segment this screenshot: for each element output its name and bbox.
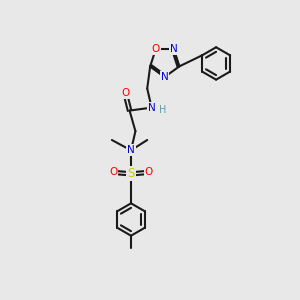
- Text: N: N: [170, 44, 178, 54]
- Text: O: O: [109, 167, 118, 177]
- Text: N: N: [148, 103, 155, 112]
- Text: O: O: [152, 44, 160, 54]
- Text: O: O: [121, 88, 129, 98]
- Text: S: S: [127, 167, 135, 180]
- Text: O: O: [145, 167, 153, 177]
- Text: N: N: [127, 145, 135, 155]
- Text: H: H: [159, 105, 166, 115]
- Text: N: N: [161, 72, 169, 82]
